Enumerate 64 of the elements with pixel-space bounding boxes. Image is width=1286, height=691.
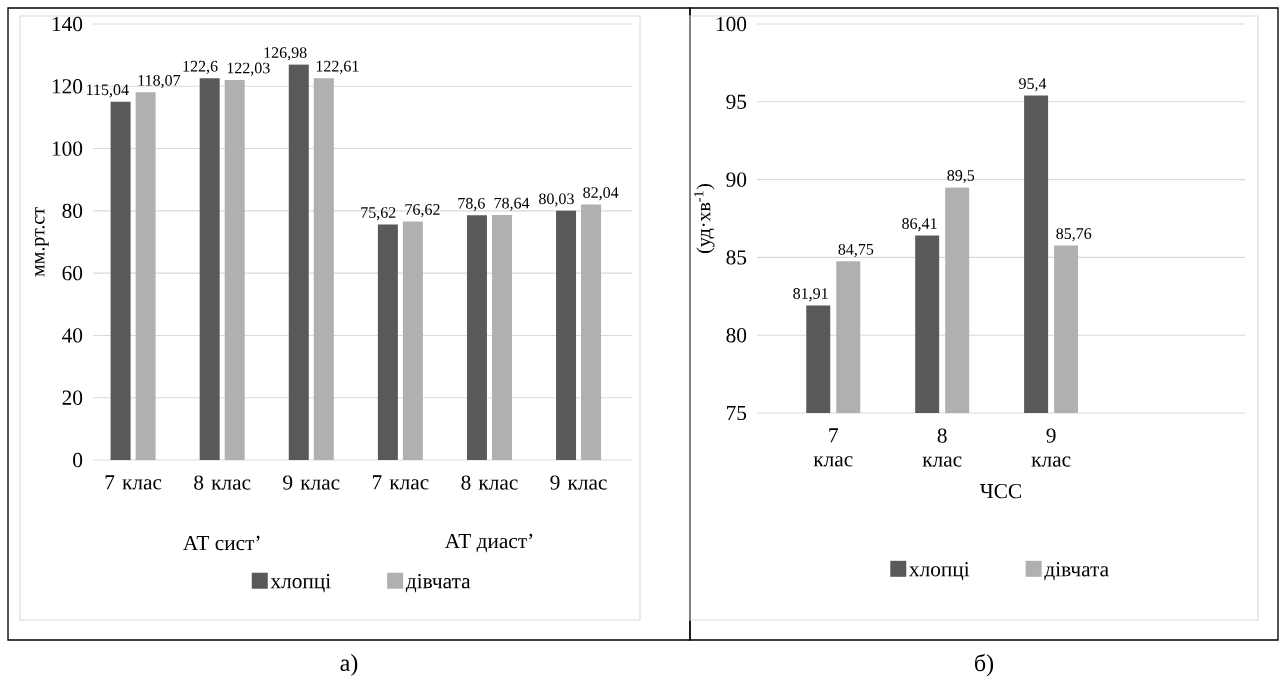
bar — [224, 79, 245, 460]
legend-label: хлопці — [909, 562, 970, 581]
legend-label: дівчата — [1044, 562, 1109, 581]
bar — [402, 221, 423, 460]
y-tick-label: 100 — [716, 16, 747, 32]
data-label: 86,41 — [902, 218, 937, 232]
data-label: 122,61 — [316, 60, 359, 74]
bar — [377, 224, 398, 460]
y-axis-title: (уд·хв$^{-1}$) — [694, 184, 715, 253]
x-tick-label: 8 клас — [461, 475, 518, 490]
x-tick-label: 7 клас — [372, 475, 429, 490]
y-tick-label: 85 — [726, 250, 747, 265]
y-axis-title: мм.рт.ст — [34, 207, 49, 277]
data-label: 115,04 — [86, 84, 129, 98]
data-label: 85,76 — [1056, 228, 1092, 242]
y-tick-label: 120 — [52, 79, 83, 94]
bar — [288, 64, 309, 460]
data-label: 80,03 — [539, 193, 574, 207]
bar — [199, 78, 220, 460]
x-tick-label: 9 клас — [1031, 428, 1071, 467]
bar — [466, 215, 487, 460]
data-label: 126,98 — [264, 47, 307, 61]
data-label: 118,07 — [138, 74, 181, 89]
x-tick-label: 8 клас — [922, 428, 962, 467]
text: а) — [340, 654, 358, 676]
data-label: 95,4 — [1019, 78, 1047, 92]
legend-label: хлопці — [270, 574, 331, 593]
text: АТ сист’ — [183, 535, 260, 551]
data-label: 82,04 — [583, 187, 619, 201]
x-axis-title: ЧСС — [980, 483, 1021, 499]
y-tick-label: 90 — [726, 172, 747, 187]
bar — [135, 92, 156, 460]
data-label: 78,6 — [458, 197, 485, 211]
bar — [581, 204, 602, 460]
y-tick-label: 140 — [52, 16, 83, 32]
bar — [491, 215, 512, 460]
y-tick-label: 0 — [73, 452, 83, 468]
data-label: 84,75 — [838, 243, 874, 258]
bar — [313, 78, 334, 460]
y-tick-label: 40 — [62, 328, 83, 343]
x-tick-label: 7 клас — [105, 475, 162, 490]
x-tick-label: 8 клас — [194, 475, 251, 490]
data-label: 75,62 — [361, 207, 396, 221]
x-tick-label: 9 клас — [550, 475, 607, 490]
bar — [110, 101, 131, 460]
y-tick-label: 60 — [62, 265, 83, 281]
y-tick-label: 20 — [62, 390, 83, 405]
bar — [556, 210, 577, 460]
data-label: 89,5 — [947, 170, 975, 184]
text: б) — [975, 653, 994, 677]
x-tick-label: 7 клас — [813, 428, 853, 467]
y-tick-label: 75 — [727, 405, 747, 421]
data-label: 78,64 — [494, 197, 530, 211]
data-label: 122,03 — [227, 62, 270, 76]
y-tick-label: 80 — [62, 203, 83, 219]
y-tick-label: 80 — [726, 328, 747, 343]
data-label: 81,91 — [793, 288, 828, 302]
data-label: 76,62 — [405, 204, 440, 218]
x-tick-label: 9 клас — [283, 475, 340, 490]
legend-label: дівчата — [405, 574, 471, 593]
y-tick-label: 95 — [726, 94, 747, 109]
text: АТ диаст’ — [444, 533, 533, 553]
data-label: 122,6 — [183, 60, 218, 74]
y-tick-label: 100 — [52, 141, 83, 156]
